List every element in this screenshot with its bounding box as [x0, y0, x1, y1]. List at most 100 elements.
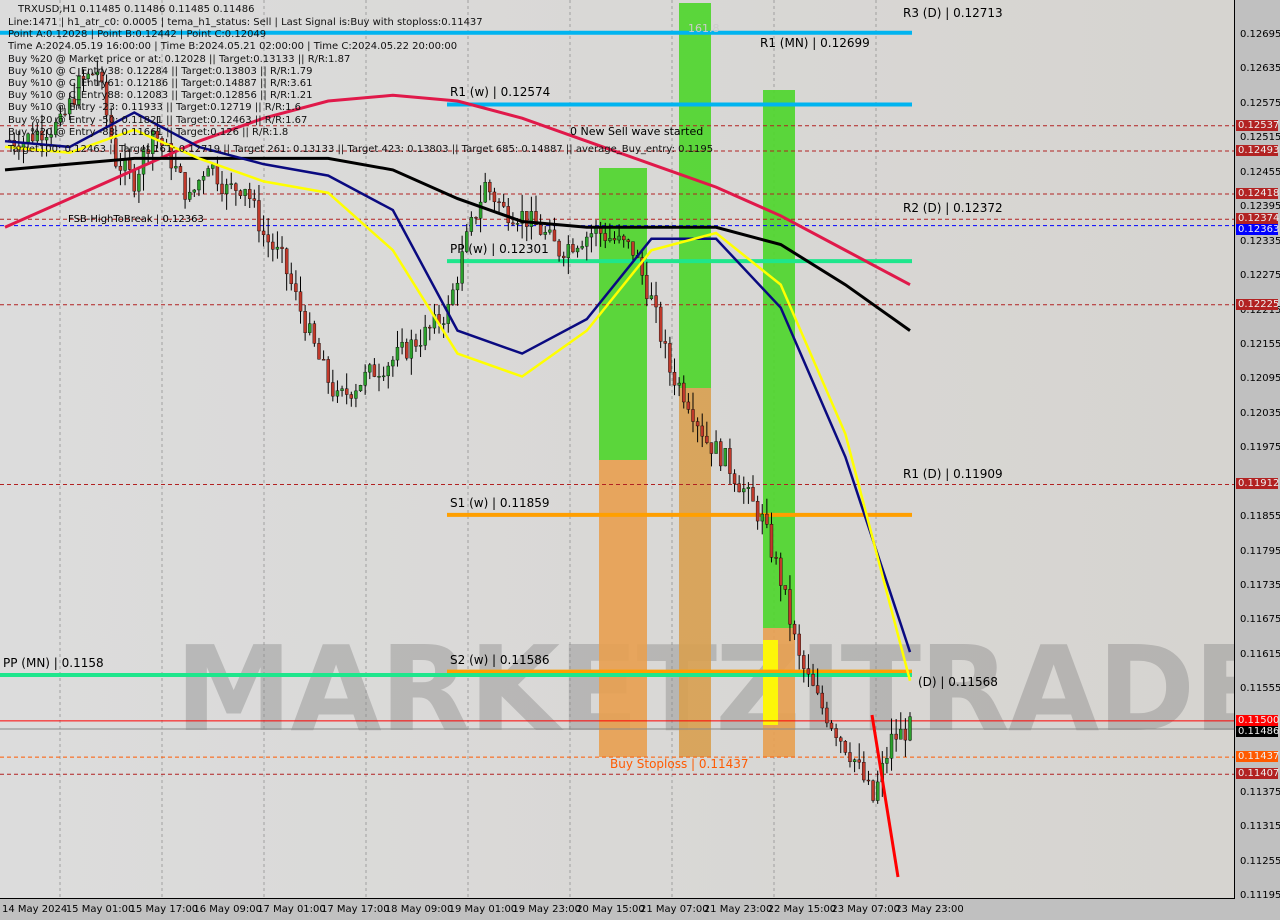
candle: [543, 231, 547, 235]
y-tick-label: 0.12395: [1240, 201, 1280, 213]
signal-zone: [679, 388, 711, 757]
candle: [368, 364, 372, 373]
candle: [483, 181, 487, 203]
chart-plot-area[interactable]: MARKETZITRADE TRXUSD,H1 0.11485 0.11486 …: [0, 0, 1235, 899]
candle: [783, 585, 788, 590]
candle: [714, 441, 718, 454]
candle: [705, 435, 709, 443]
candle: [409, 339, 414, 359]
candle: [677, 382, 681, 386]
new-sell-label: 0 New Sell wave started: [570, 125, 704, 138]
candle: [95, 71, 100, 76]
candle: [548, 229, 552, 233]
symbol-line: TRXUSD,H1 0.11485 0.11486 0.11485 0.1148…: [18, 4, 255, 15]
candle: [829, 722, 834, 729]
x-tick-label: 18 May 09:00: [384, 904, 454, 915]
candle: [580, 246, 584, 249]
candle: [894, 733, 898, 740]
candle: [700, 425, 704, 437]
y-tick-label: 0.12095: [1240, 373, 1280, 385]
candle: [640, 257, 644, 276]
x-tick-label: 22 May 15:00: [767, 904, 837, 915]
candle: [561, 255, 566, 259]
x-tick-label: 16 May 09:00: [193, 904, 262, 915]
x-tick-label: 21 May 23:00: [703, 904, 773, 915]
candle: [317, 343, 321, 360]
candle: [608, 238, 612, 241]
candle: [709, 442, 714, 454]
candle: [298, 291, 303, 312]
x-tick-label: 19 May 01:00: [448, 904, 518, 915]
candle: [151, 130, 155, 154]
y-tick-label: 0.11735: [1240, 580, 1280, 592]
candle: [395, 347, 400, 361]
candle: [506, 206, 510, 224]
candle: [340, 388, 344, 391]
info-line: Buy %20 @ Entry -88: 0.11661 || Target:0…: [8, 126, 289, 138]
level-label: PP (w) | 0.12301: [450, 242, 549, 257]
signal-zone: [763, 90, 795, 628]
candle: [501, 201, 506, 207]
candle: [557, 240, 561, 257]
candle: [358, 385, 363, 392]
candle: [511, 222, 515, 225]
candle: [211, 164, 215, 169]
x-tick-label: 21 May 07:00: [640, 904, 709, 915]
price-tag: 0.12418: [1236, 187, 1280, 199]
candle: [229, 183, 233, 185]
level-label: (D) | 0.11568: [918, 674, 998, 689]
info-line: Buy %10 @ C_Entry61: 0.12186 || Target:0…: [8, 78, 313, 89]
price-tag: 0.11912: [1236, 478, 1280, 490]
candle: [788, 589, 792, 625]
info-line: Buy %20 @ Market price or at: 0.12028 ||…: [8, 53, 351, 65]
candle: [774, 557, 778, 559]
candle: [391, 359, 395, 367]
candle: [857, 759, 861, 763]
candle: [35, 130, 40, 142]
candle: [44, 137, 49, 141]
candle: [871, 780, 875, 801]
candle: [72, 98, 76, 105]
fib-label: 161.8: [688, 22, 720, 35]
candle: [746, 487, 751, 489]
candle: [49, 134, 53, 138]
candle: [469, 217, 474, 232]
candle: [141, 149, 146, 175]
candle: [67, 98, 72, 115]
candle: [381, 375, 386, 378]
candle: [372, 364, 377, 377]
candle: [695, 421, 700, 427]
candle: [137, 173, 141, 192]
candle: [197, 180, 201, 191]
level-label: PP (MN) | 0.1158: [3, 656, 104, 670]
candle: [843, 741, 848, 753]
candle: [331, 382, 335, 397]
price-tag: 0.12537: [1236, 119, 1280, 131]
x-tick-label: 17 May 01:00: [257, 904, 326, 915]
candle: [806, 668, 811, 675]
chart-canvas: [0, 0, 1234, 898]
y-tick-label: 0.11615: [1240, 648, 1280, 660]
y-tick-label: 0.11555: [1240, 683, 1280, 695]
x-tick-label: 15 May 01:00: [65, 904, 135, 915]
candle: [294, 283, 298, 292]
level-label: R1 (w) | 0.12574: [450, 85, 551, 100]
y-tick-label: 0.12515: [1240, 132, 1280, 144]
candle: [303, 311, 307, 333]
candle: [100, 71, 104, 83]
x-tick-label: 17 May 17:00: [321, 904, 390, 915]
y-tick-label: 0.11315: [1240, 821, 1280, 833]
candle: [104, 81, 109, 116]
y-tick-label: 0.12335: [1240, 235, 1280, 247]
candle: [585, 236, 589, 247]
candle: [682, 382, 686, 403]
x-tick-label: 14 May 2024: [2, 904, 68, 915]
candle: [206, 168, 210, 177]
candle: [668, 343, 672, 373]
candle: [691, 409, 695, 422]
level-label: R3 (D) | 0.12713: [903, 5, 1003, 20]
y-tick-label: 0.11195: [1240, 890, 1280, 901]
candle: [755, 501, 760, 522]
candle: [825, 707, 829, 724]
candle: [529, 211, 534, 227]
